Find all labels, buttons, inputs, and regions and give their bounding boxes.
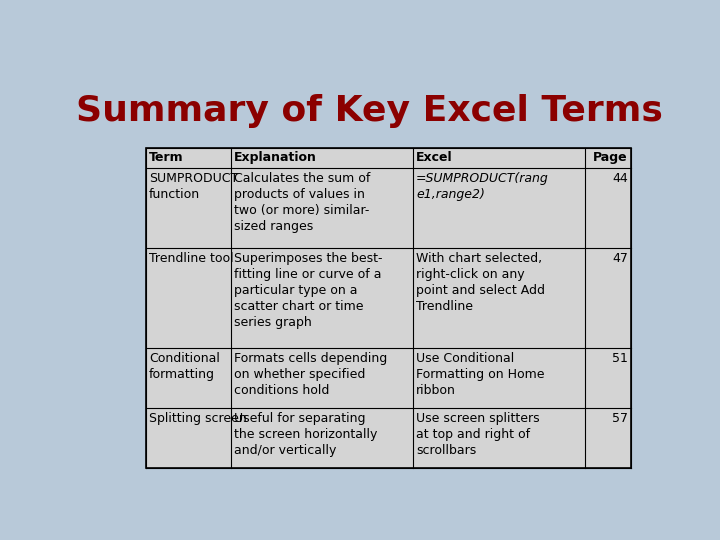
Text: Summary of Key Excel Terms: Summary of Key Excel Terms	[76, 94, 662, 128]
Text: 57: 57	[612, 412, 628, 426]
Text: Superimposes the best-
fitting line or curve of a
particular type on a
scatter c: Superimposes the best- fitting line or c…	[234, 252, 382, 329]
Text: Formats cells depending
on whether specified
conditions hold: Formats cells depending on whether speci…	[234, 352, 387, 397]
Text: Calculates the sum of
products of values in
two (or more) similar-
sized ranges: Calculates the sum of products of values…	[234, 172, 371, 233]
Text: SUMPRODUCT
function: SUMPRODUCT function	[149, 172, 238, 201]
Text: Splitting screen: Splitting screen	[149, 412, 247, 426]
Bar	[145, 148, 631, 468]
Text: Useful for separating
the screen horizontally
and/or vertically: Useful for separating the screen horizon…	[234, 412, 377, 457]
Text: With chart selected,
right-click on any
point and select Add
Trendline: With chart selected, right-click on any …	[416, 252, 545, 313]
Text: Excel: Excel	[416, 151, 453, 165]
Text: =SUMPRODUCT(rang
e1,range2): =SUMPRODUCT(rang e1,range2)	[416, 172, 549, 201]
Text: Conditional
formatting: Conditional formatting	[149, 352, 220, 381]
Text: 51: 51	[612, 352, 628, 365]
Text: Term: Term	[149, 151, 184, 165]
Bar	[145, 148, 631, 468]
Text: 44: 44	[612, 172, 628, 185]
Text: Trendline tool: Trendline tool	[149, 252, 234, 265]
Text: Explanation: Explanation	[234, 151, 317, 165]
Text: Page: Page	[593, 151, 628, 165]
Text: Use screen splitters
at top and right of
scrollbars: Use screen splitters at top and right of…	[416, 412, 540, 457]
Text: Use Conditional
Formatting on Home
ribbon: Use Conditional Formatting on Home ribbo…	[416, 352, 544, 397]
Text: 47: 47	[612, 252, 628, 265]
